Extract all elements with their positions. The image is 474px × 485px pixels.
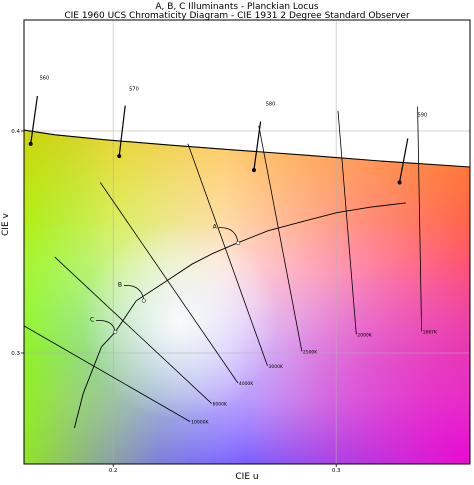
- y-tick-label-0.4: 0.4: [11, 129, 20, 135]
- wavelength-point-590: [397, 180, 402, 185]
- isotemperature-label-2000K: 2000K: [357, 332, 372, 338]
- illuminant-point-A: [236, 241, 241, 246]
- wavelength-label-580: 580: [266, 101, 276, 107]
- illuminant-point-C: [113, 329, 118, 334]
- isotemperature-label-3000K: 3000K: [269, 364, 284, 370]
- illuminant-label-C: C: [90, 316, 94, 323]
- isotemperature-label-1667K: 1667K: [423, 329, 438, 335]
- isotemperature-label-4000K: 4000K: [239, 381, 254, 387]
- wavelength-label-570: 570: [129, 86, 139, 92]
- isotemperature-label-2500K: 2500K: [303, 349, 318, 355]
- wavelength-label-560: 560: [40, 75, 50, 81]
- wavelength-point-570: [117, 154, 122, 159]
- x-axis-label: CIE u: [235, 472, 259, 482]
- chart-subtitle: CIE 1960 UCS Chromaticity Diagram - CIE …: [64, 11, 410, 21]
- y-axis-label: CIE v: [1, 213, 11, 236]
- wavelength-point-560: [28, 141, 33, 146]
- chromaticity-fill: [24, 130, 470, 464]
- wavelength-point-580: [251, 168, 256, 173]
- wavelength-label-590: 590: [418, 112, 428, 118]
- chart-title: A, B, C Illuminants - Planckian Locus: [155, 2, 319, 12]
- illuminant-label-B: B: [118, 281, 122, 288]
- isotemperature-label-10000K: 10000K: [191, 420, 209, 426]
- plot-area: 560 570 580 590 10000K 6000K 4000K 3000K 2500K 20…: [24, 20, 470, 464]
- y-tick-label-0.3: 0.3: [11, 351, 20, 357]
- isotemperature-label-6000K: 6000K: [213, 401, 228, 407]
- illuminant-point-B: [141, 298, 146, 303]
- chromaticity-diagram: 560 570 580 590 10000K 6000K 4000K 3000K 2500K 20…: [24, 20, 470, 464]
